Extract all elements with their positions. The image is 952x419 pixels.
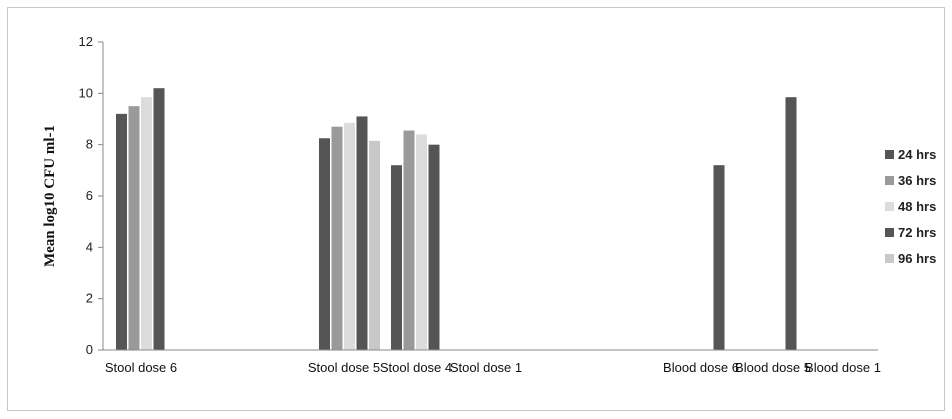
legend-swatch <box>885 176 894 185</box>
legend-label: 72 hrs <box>898 225 936 240</box>
legend-label: 36 hrs <box>898 173 936 188</box>
x-category-label: Stool dose 1 <box>450 360 522 375</box>
bar <box>116 114 127 350</box>
legend-label: 48 hrs <box>898 199 936 214</box>
bars <box>116 88 797 350</box>
bar <box>404 131 415 350</box>
x-category-label: Blood dose 1 <box>805 360 881 375</box>
y-tick-label: 10 <box>79 85 93 100</box>
chart-frame: 0 2 4 6 8 10 12 Stool dose 6 Stool dose 5 Stool … <box>7 7 945 411</box>
legend-label: 96 hrs <box>898 251 936 266</box>
bar <box>332 127 343 350</box>
y-tick-label: 2 <box>86 291 93 306</box>
y-tick-label: 6 <box>86 188 93 203</box>
bar <box>344 123 355 350</box>
x-category-label: Blood dose 6 <box>663 360 739 375</box>
bar <box>319 138 330 350</box>
legend-swatch <box>885 228 894 237</box>
x-category-label: Blood dose 5 <box>735 360 811 375</box>
bar <box>129 106 140 350</box>
legend-swatch <box>885 150 894 159</box>
bar <box>786 97 797 350</box>
y-axis-title: Mean log10 CFU ml-1 <box>42 125 58 267</box>
bar <box>429 145 440 350</box>
legend-swatch <box>885 202 894 211</box>
bar <box>714 165 725 350</box>
y-tick-label: 0 <box>86 342 93 357</box>
bar <box>141 97 152 350</box>
x-category-label: Stool dose 5 <box>308 360 380 375</box>
x-category-label: Stool dose 6 <box>105 360 177 375</box>
legend-label: 24 hrs <box>898 147 936 162</box>
x-axis: Stool dose 6 Stool dose 5 Stool dose 4Stoo… <box>103 350 881 375</box>
x-category-label: Stool dose 4 <box>380 360 452 375</box>
y-tick-label: 12 <box>79 34 93 49</box>
bar <box>357 116 368 350</box>
y-tick-label: 8 <box>86 137 93 152</box>
legend-swatch <box>885 254 894 263</box>
y-axis: 0 2 4 6 8 10 12 <box>79 34 103 357</box>
bar <box>369 141 380 350</box>
bar <box>391 165 402 350</box>
bar <box>154 88 165 350</box>
bar <box>416 134 427 350</box>
legend: 24 hrs 36 hrs 48 hrs 72 hrs 96 hrs <box>885 147 936 266</box>
y-tick-label: 4 <box>86 239 93 254</box>
